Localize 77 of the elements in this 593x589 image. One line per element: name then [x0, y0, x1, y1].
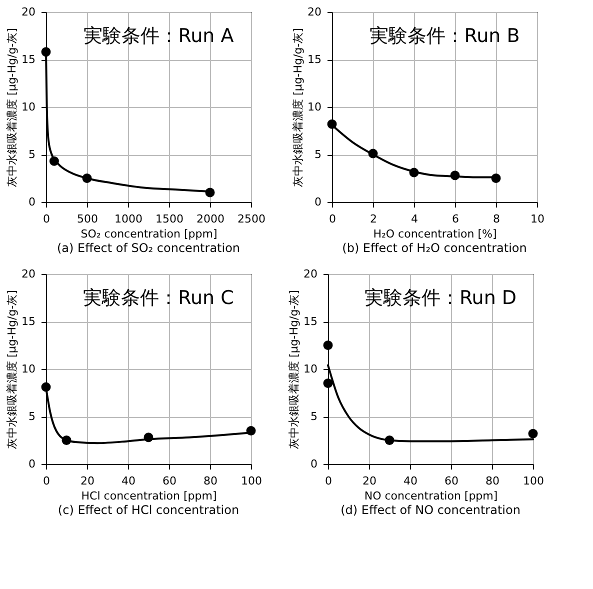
y-tick-label: 15 [22, 53, 36, 66]
x-tick-label: 10 [530, 212, 544, 226]
x-tick-label: 1500 [156, 212, 184, 226]
x-tick-label: 2500 [238, 212, 266, 226]
point [384, 436, 394, 445]
x-tick-label: 100 [241, 474, 262, 488]
x-tick-label: 500 [77, 212, 98, 226]
text: (d) Effect of NO concentration [340, 503, 520, 517]
y-axis-title: 灰中水銀吸着濃度 [μg-Hg/g-灰] [288, 290, 301, 449]
y-axis-title: 灰中水銀吸着濃度 [μg-Hg/g-灰] [6, 28, 19, 187]
point [41, 382, 51, 392]
point [144, 432, 154, 442]
y-tick-label: 20 [22, 6, 36, 18]
point [323, 340, 333, 350]
point [491, 174, 501, 183]
x-tick-label: 1000 [114, 212, 142, 226]
x-tick-label: 100 [523, 474, 544, 488]
text: 実験条件：Run D [364, 287, 517, 309]
y-tick-label: 0 [314, 196, 322, 208]
x-tick-label: 20 [80, 474, 94, 488]
x-tick-label: 2 [370, 212, 377, 226]
x-tick-label: 20 [362, 474, 376, 488]
point [205, 188, 215, 198]
x-tick-label: 40 [404, 474, 418, 488]
y-tick-label: 5 [28, 410, 36, 423]
x-tick-label: 0 [329, 212, 336, 226]
text: (a) Effect of SO₂ concentration [56, 241, 240, 255]
y-tick-label: 5 [314, 148, 322, 161]
y-axis-title: 灰中水銀吸着濃度 [μg-Hg/g-灰] [6, 290, 19, 449]
y-tick-label: 20 [308, 6, 322, 18]
x-axis-title: H₂O concentration [%] [373, 228, 497, 240]
point [528, 428, 538, 438]
x-axis-title: HCl concentration [ppm] [81, 490, 217, 502]
x-axis-title: SO₂ concentration [ppm] [80, 228, 218, 240]
text: 実験条件：Run B [369, 25, 520, 47]
text: (b) Effect of H₂O concentration [342, 241, 527, 255]
y-tick-label: 10 [308, 100, 322, 114]
x-tick-label: 60 [444, 474, 458, 488]
y-tick-label: 20 [22, 268, 36, 280]
x-tick-label: 0 [43, 474, 50, 488]
y-axis-title: 灰中水銀吸着濃度 [μg-Hg/g-灰] [292, 28, 305, 187]
x-tick-label: 6 [452, 212, 459, 226]
text: 実験条件：Run A [83, 25, 234, 47]
text: (c) Effect of HCl concentration [58, 503, 240, 517]
point [62, 436, 72, 445]
y-tick-label: 10 [22, 100, 36, 114]
x-tick-label: 80 [486, 474, 500, 488]
point [41, 47, 51, 57]
y-tick-label: 15 [22, 315, 36, 328]
y-tick-label: 20 [304, 268, 318, 280]
x-tick-label: 0 [325, 474, 332, 488]
x-tick-label: 40 [122, 474, 136, 488]
x-axis-title: NO concentration [ppm] [364, 490, 498, 502]
point [409, 168, 419, 178]
x-tick-label: 80 [204, 474, 218, 488]
y-tick-label: 15 [304, 315, 318, 328]
y-tick-label: 5 [28, 148, 36, 161]
point [246, 426, 256, 436]
y-tick-label: 0 [28, 458, 36, 470]
point [368, 148, 378, 158]
point [327, 119, 337, 129]
point [450, 170, 460, 180]
point [323, 378, 333, 388]
y-tick-label: 10 [304, 362, 318, 376]
x-tick-label: 4 [411, 212, 418, 226]
y-tick-label: 5 [310, 410, 318, 423]
x-tick-label: 2000 [196, 212, 224, 226]
y-tick-label: 0 [310, 458, 318, 470]
text: 実験条件：Run C [83, 287, 234, 309]
point [82, 174, 92, 183]
x-tick-label: 8 [493, 212, 500, 226]
point [49, 156, 59, 166]
y-tick-label: 10 [22, 362, 36, 376]
y-tick-label: 0 [28, 196, 36, 208]
x-tick-label: 0 [43, 212, 50, 226]
y-tick-label: 15 [308, 53, 322, 66]
x-tick-label: 60 [162, 474, 176, 488]
